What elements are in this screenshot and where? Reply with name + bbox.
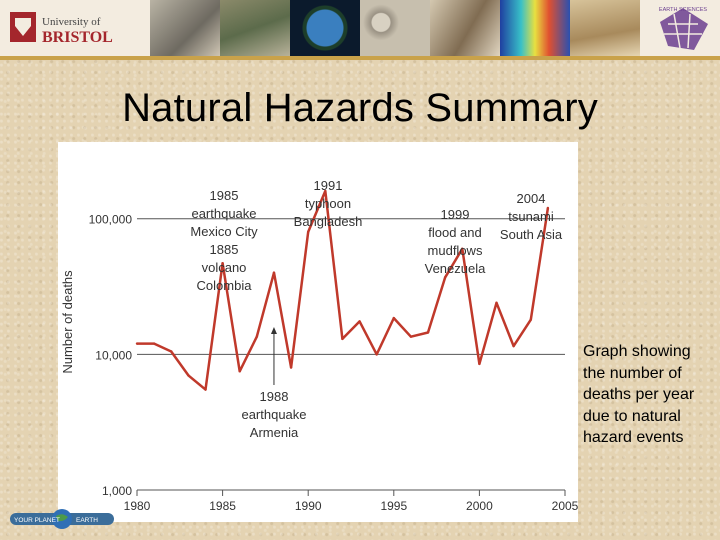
y-tick-label-1: 10,000: [95, 348, 132, 362]
logo-line1: University of: [42, 16, 101, 28]
x-tick-label-1990: 1990: [295, 499, 322, 513]
data-point-1990: [307, 230, 310, 234]
annotation-1999-line-0: 1999: [441, 207, 470, 222]
annotation-1985-line-0: 1985: [210, 188, 239, 203]
banner-rule: [0, 56, 720, 60]
data-point-1981: [152, 342, 156, 345]
earth-sciences-logo: EARTH SCIENCES: [659, 7, 708, 50]
deaths-chart-svg: 1980 1985 1990 1995 2000 2005 1,000 10,000 100,0…: [60, 178, 579, 513]
annotation-1991-line-0: 1991: [314, 178, 343, 193]
deaths-chart: 1980 1985 1990 1995 2000 2005 1,000 10,000 100,0…: [58, 142, 579, 522]
annotation-1999-line-1: flood and: [428, 225, 482, 240]
data-point-1995: [392, 316, 395, 320]
data-point-1986: [238, 370, 241, 373]
data-point-1994: [375, 353, 378, 356]
x-tick-label-2000: 2000: [466, 499, 493, 513]
data-point-1996: [409, 335, 413, 338]
data-point-1993: [358, 320, 361, 323]
annotation-1985-line-3: 1885: [210, 242, 239, 257]
annotation-1985-line-5: Colombia: [197, 278, 253, 293]
data-point-1998: [443, 276, 447, 279]
photo-desert: [570, 0, 640, 56]
data-point-1983: [187, 374, 190, 377]
photo-globe: [290, 0, 360, 56]
annotation-1991-line-2: Bangladesh: [294, 214, 363, 229]
y-axis-label: Number of deaths: [60, 270, 75, 374]
header-banner: University of BRISTOL EARTH SCIENCES: [0, 0, 720, 56]
your-planet-earth-logo: YOUR PLANET EARTH: [10, 509, 114, 529]
data-point-1984: [204, 388, 207, 391]
logo-text-right: EARTH: [76, 517, 98, 524]
x-tick-label-2005: 2005: [552, 499, 578, 513]
data-point-1991: [324, 189, 327, 193]
photo-ocean-map: [500, 0, 570, 56]
annotation-1991-line-1: typhoon: [305, 196, 351, 211]
x-tick-label-1980: 1980: [124, 499, 151, 513]
annotation-2004-line-1: tsunami: [508, 209, 554, 224]
annotation-1985-line-1: earthquake: [191, 206, 256, 221]
logo-right-text: EARTH SCIENCES: [659, 7, 708, 13]
data-point-2003: [529, 318, 532, 321]
y-tick-label-2: 100,000: [89, 213, 133, 227]
data-point-1992: [341, 337, 344, 341]
data-point-1988: [272, 271, 276, 274]
photo-lab: [430, 0, 500, 56]
photo-fieldwork: [150, 0, 220, 56]
photo-group: [220, 0, 290, 56]
photo-rocks: [360, 0, 430, 56]
data-point-1980: [135, 342, 139, 345]
logo-text-left: YOUR PLANET: [14, 517, 60, 524]
annotation-1988-line-0: 1988: [260, 389, 289, 404]
annotation-1999-line-3: Venezuela: [425, 261, 486, 276]
data-point-2004: [546, 206, 550, 210]
university-logo: University of BRISTOL: [10, 12, 113, 46]
annotation-1988-line-1: earthquake: [241, 407, 306, 422]
annotation-1985-line-4: volcano: [202, 260, 247, 275]
data-point-1997: [426, 331, 430, 334]
data-point-2000: [478, 362, 481, 366]
y-tick-label-0: 1,000: [102, 484, 132, 498]
data-point-1999: [461, 247, 464, 251]
x-tick-label-1995: 1995: [380, 499, 407, 513]
annotation-2004-line-0: 2004: [517, 191, 546, 206]
graph-caption: Graph showing the number of deaths per y…: [583, 343, 695, 446]
x-tick-label-1985: 1985: [209, 499, 236, 513]
annotation-1988-line-2: Armenia: [250, 425, 299, 440]
annotation-1988-arrow-head: [270, 327, 277, 334]
annotation-2004-line-2: South Asia: [500, 227, 563, 242]
logo-line2: BRISTOL: [42, 29, 113, 46]
annotation-1999-line-2: mudflows: [428, 243, 483, 258]
data-point-1987: [255, 335, 259, 338]
data-point-2002: [512, 344, 515, 348]
annotation-1985-line-2: Mexico City: [190, 224, 258, 239]
data-point-1989: [289, 366, 293, 369]
slide-title: Natural Hazards Summary: [122, 86, 598, 130]
photo-strip: [150, 0, 640, 56]
data-point-1982: [170, 350, 173, 353]
data-point-1985: [221, 261, 224, 265]
data-point-2001: [495, 301, 498, 304]
